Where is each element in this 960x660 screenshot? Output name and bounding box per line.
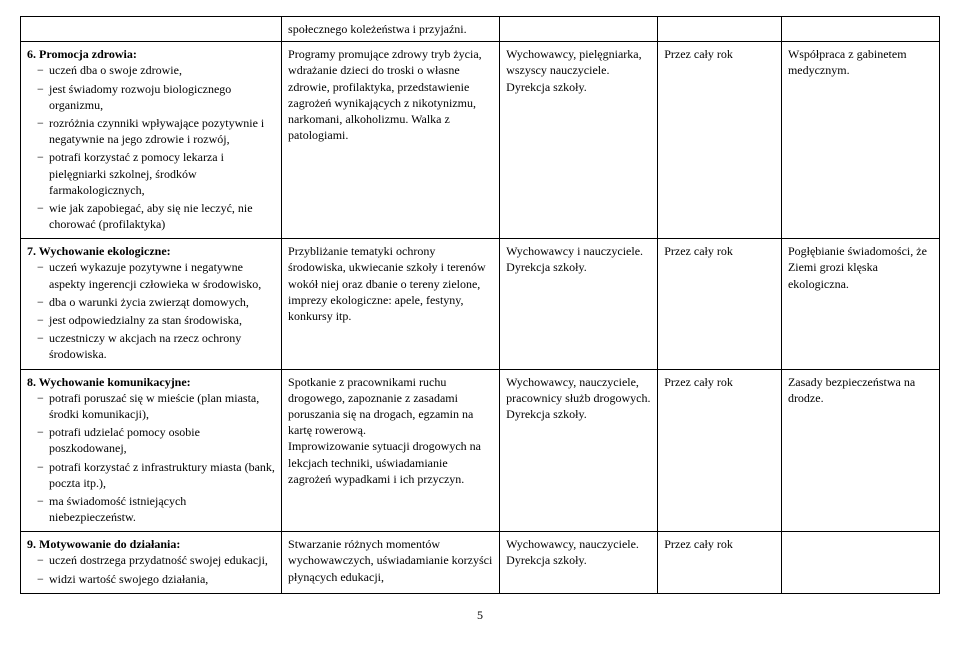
list-item: potrafi udzielać pomocy osobie poszkodow… xyxy=(37,424,275,456)
list-item: potrafi korzystać z pomocy lekarza i pie… xyxy=(37,149,275,198)
cell-c5: Współpraca z gabinetem medycznym. xyxy=(781,42,939,239)
cell-c2: społecznego koleżeństwa i przyjaźni. xyxy=(282,17,500,42)
list-item: ma świadomość istniejących niebezpieczeń… xyxy=(37,493,275,525)
cell-c4: Przez cały rok xyxy=(658,239,782,369)
row-items: uczeń dostrzega przydatność swojej eduka… xyxy=(27,552,275,586)
curriculum-table: społecznego koleżeństwa i przyjaźni. 6. … xyxy=(20,16,940,594)
cell-c1: 8. Wychowanie komunikacyjne: potrafi por… xyxy=(21,369,282,532)
cell-c3: Wychowawcy, nauczyciele, pracownicy służ… xyxy=(500,369,658,532)
cell-c2: Spotkanie z pracownikami ruchu drogowego… xyxy=(282,369,500,532)
cell-c4: Przez cały rok xyxy=(658,369,782,532)
cell-c2: Przybliżanie tematyki ochrony środowiska… xyxy=(282,239,500,369)
list-item: rozróżnia czynniki wpływające pozytywnie… xyxy=(37,115,275,147)
list-item: uczestniczy w akcjach na rzecz ochrony ś… xyxy=(37,330,275,362)
cell-c3: Wychowawcy, nauczyciele.Dyrekcja szkoły. xyxy=(500,532,658,594)
list-item: uczeń dostrzega przydatność swojej eduka… xyxy=(37,552,275,568)
cell-c2: Programy promujące zdrowy tryb życia, wd… xyxy=(282,42,500,239)
row-items: uczeń wykazuje pozytywne i negatywne asp… xyxy=(27,259,275,362)
row-title: 9. Motywowanie do działania: xyxy=(27,537,180,551)
row-items: uczeń dba o swoje zdrowie, jest świadomy… xyxy=(27,62,275,232)
cell-c2: Stwarzanie różnych momentów wychowawczyc… xyxy=(282,532,500,594)
table-row-7: 7. Wychowanie ekologiczne: uczeń wykazuj… xyxy=(21,239,940,369)
table-row-continuation: społecznego koleżeństwa i przyjaźni. xyxy=(21,17,940,42)
cell-c1: 9. Motywowanie do działania: uczeń dostr… xyxy=(21,532,282,594)
cell-c4: Przez cały rok xyxy=(658,42,782,239)
list-item: potrafi poruszać się w mieście (plan mia… xyxy=(37,390,275,422)
cell-c3 xyxy=(500,17,658,42)
table-row-8: 8. Wychowanie komunikacyjne: potrafi por… xyxy=(21,369,940,532)
table-row-9: 9. Motywowanie do działania: uczeń dostr… xyxy=(21,532,940,594)
cell-c4 xyxy=(658,17,782,42)
cell-c4: Przez cały rok xyxy=(658,532,782,594)
list-item: uczeń dba o swoje zdrowie, xyxy=(37,62,275,78)
row-title: 6. Promocja zdrowia: xyxy=(27,47,137,61)
cell-c5: Pogłębianie świadomości, że Ziemi grozi … xyxy=(781,239,939,369)
cell-c3: Wychowawcy, pielęgniarka, wszyscy nauczy… xyxy=(500,42,658,239)
cell-c1: 7. Wychowanie ekologiczne: uczeń wykazuj… xyxy=(21,239,282,369)
cell-c1 xyxy=(21,17,282,42)
list-item: dba o warunki życia zwierząt domowych, xyxy=(37,294,275,310)
page-number: 5 xyxy=(20,608,940,623)
list-item: potrafi korzystać z infrastruktury miast… xyxy=(37,459,275,491)
list-item: widzi wartość swojego działania, xyxy=(37,571,275,587)
list-item: jest odpowiedzialny za stan środowiska, xyxy=(37,312,275,328)
row-title: 8. Wychowanie komunikacyjne: xyxy=(27,375,191,389)
cell-c5 xyxy=(781,532,939,594)
list-item: jest świadomy rozwoju biologicznego orga… xyxy=(37,81,275,113)
row-items: potrafi poruszać się w mieście (plan mia… xyxy=(27,390,275,526)
cell-c5 xyxy=(781,17,939,42)
cell-c1: 6. Promocja zdrowia: uczeń dba o swoje z… xyxy=(21,42,282,239)
cell-c5: Zasady bezpieczeństwa na drodze. xyxy=(781,369,939,532)
list-item: uczeń wykazuje pozytywne i negatywne asp… xyxy=(37,259,275,291)
row-title: 7. Wychowanie ekologiczne: xyxy=(27,244,171,258)
list-item: wie jak zapobiegać, aby się nie leczyć, … xyxy=(37,200,275,232)
table-row-6: 6. Promocja zdrowia: uczeń dba o swoje z… xyxy=(21,42,940,239)
cell-c3: Wychowawcy i nauczyciele.Dyrekcja szkoły… xyxy=(500,239,658,369)
